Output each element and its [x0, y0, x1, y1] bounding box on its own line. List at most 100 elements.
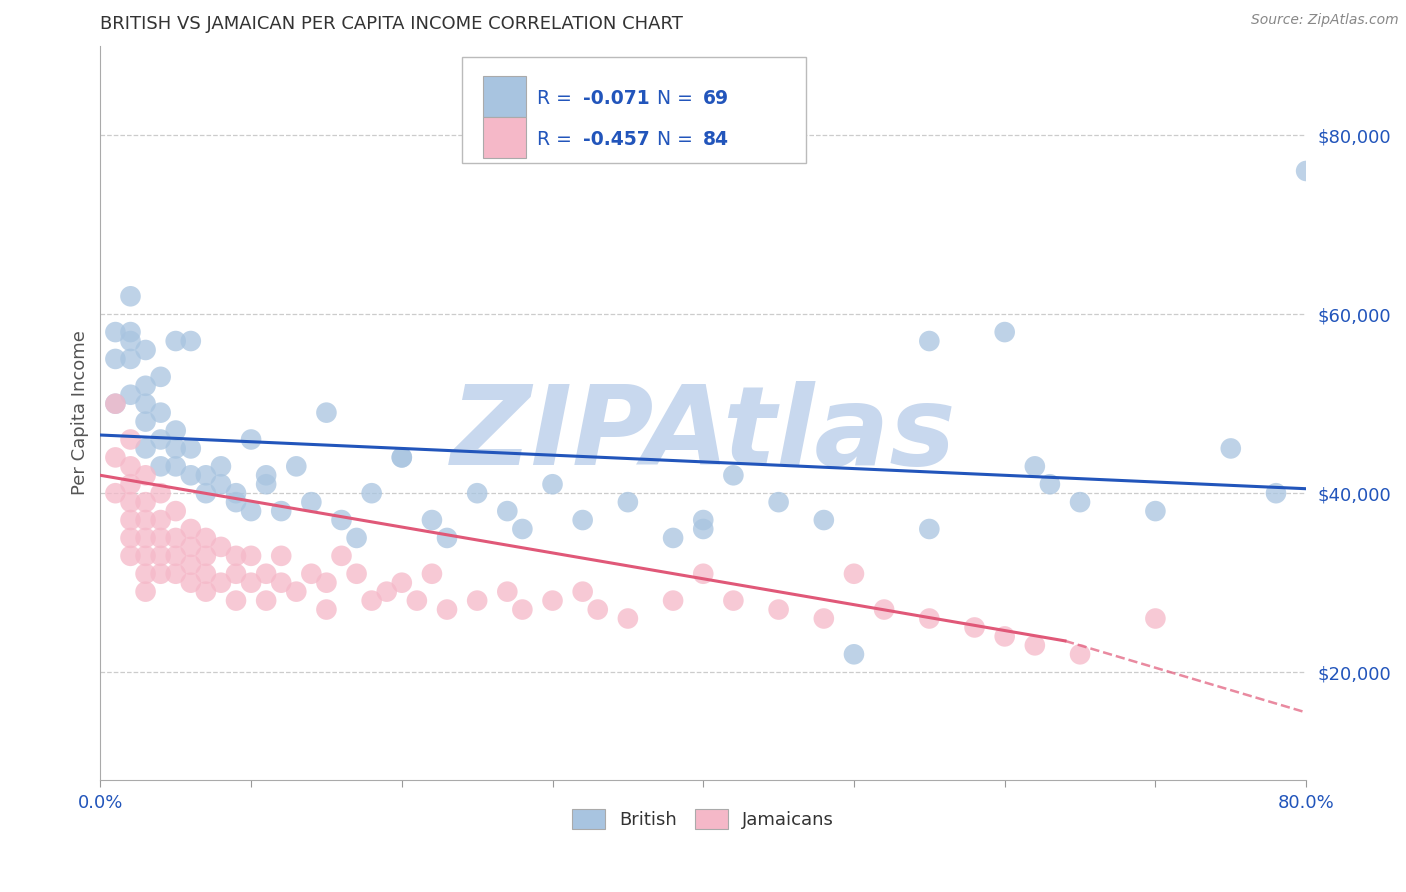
Point	[104, 450, 127, 465]
Text: 69: 69	[703, 88, 730, 108]
Point	[240, 549, 263, 563]
Point	[149, 566, 172, 581]
Point	[135, 468, 157, 483]
Point	[240, 575, 263, 590]
Text: Source: ZipAtlas.com: Source: ZipAtlas.com	[1251, 13, 1399, 28]
Point	[165, 424, 187, 438]
Point	[918, 611, 941, 625]
Point	[120, 325, 142, 339]
Point	[512, 522, 534, 536]
Point	[842, 648, 865, 662]
Point	[541, 593, 564, 607]
Point	[299, 566, 322, 581]
Point	[285, 459, 308, 474]
Point	[209, 575, 232, 590]
Point	[180, 442, 202, 456]
Point	[149, 486, 172, 500]
Point	[1039, 477, 1062, 491]
Point	[194, 584, 217, 599]
Point	[254, 593, 277, 607]
Text: BRITISH VS JAMAICAN PER CAPITA INCOME CORRELATION CHART: BRITISH VS JAMAICAN PER CAPITA INCOME CO…	[100, 15, 683, 33]
Point	[254, 468, 277, 483]
Point	[512, 602, 534, 616]
Point	[662, 593, 685, 607]
Point	[405, 593, 427, 607]
Point	[270, 549, 292, 563]
Point	[149, 406, 172, 420]
Point	[135, 584, 157, 599]
Point	[165, 504, 187, 518]
Point	[465, 593, 488, 607]
Point	[225, 566, 247, 581]
Point	[541, 477, 564, 491]
Point	[165, 566, 187, 581]
Point	[180, 334, 202, 348]
Point	[149, 549, 172, 563]
Text: -0.071: -0.071	[582, 88, 650, 108]
Point	[1024, 638, 1046, 652]
Point	[1219, 442, 1241, 456]
Point	[346, 531, 368, 545]
Point	[180, 468, 202, 483]
Point	[149, 459, 172, 474]
Point	[315, 406, 337, 420]
Point	[963, 620, 986, 634]
Point	[254, 566, 277, 581]
Point	[165, 531, 187, 545]
Point	[723, 468, 745, 483]
Point	[918, 334, 941, 348]
Point	[165, 334, 187, 348]
Point	[254, 477, 277, 491]
Point	[194, 531, 217, 545]
Point	[436, 531, 458, 545]
Point	[360, 593, 382, 607]
Point	[194, 549, 217, 563]
Text: -0.457: -0.457	[582, 130, 650, 149]
Point	[225, 495, 247, 509]
Point	[135, 415, 157, 429]
Point	[496, 504, 519, 518]
Point	[120, 477, 142, 491]
Point	[209, 459, 232, 474]
Point	[918, 522, 941, 536]
Point	[120, 351, 142, 366]
Point	[1144, 504, 1167, 518]
Point	[617, 611, 640, 625]
Point	[873, 602, 896, 616]
Text: ZIPAtlas: ZIPAtlas	[450, 381, 956, 488]
Point	[346, 566, 368, 581]
Point	[104, 351, 127, 366]
Point	[104, 486, 127, 500]
Point	[149, 531, 172, 545]
Text: 84: 84	[703, 130, 730, 149]
Point	[180, 558, 202, 572]
Point	[315, 602, 337, 616]
Point	[149, 433, 172, 447]
Point	[436, 602, 458, 616]
Point	[120, 388, 142, 402]
Point	[240, 433, 263, 447]
Point	[586, 602, 609, 616]
Point	[135, 495, 157, 509]
Point	[209, 477, 232, 491]
Point	[391, 575, 413, 590]
Point	[617, 495, 640, 509]
Point	[135, 397, 157, 411]
Point	[662, 531, 685, 545]
Point	[135, 343, 157, 357]
Point	[120, 495, 142, 509]
Point	[1265, 486, 1288, 500]
Y-axis label: Per Capita Income: Per Capita Income	[72, 330, 89, 495]
Point	[149, 369, 172, 384]
Point	[692, 522, 714, 536]
Point	[225, 549, 247, 563]
Point	[194, 486, 217, 500]
Point	[375, 584, 398, 599]
Point	[994, 325, 1017, 339]
Point	[104, 325, 127, 339]
Legend: British, Jamaicans: British, Jamaicans	[565, 801, 841, 837]
Point	[135, 378, 157, 392]
Point	[120, 531, 142, 545]
Point	[285, 584, 308, 599]
Point	[723, 593, 745, 607]
